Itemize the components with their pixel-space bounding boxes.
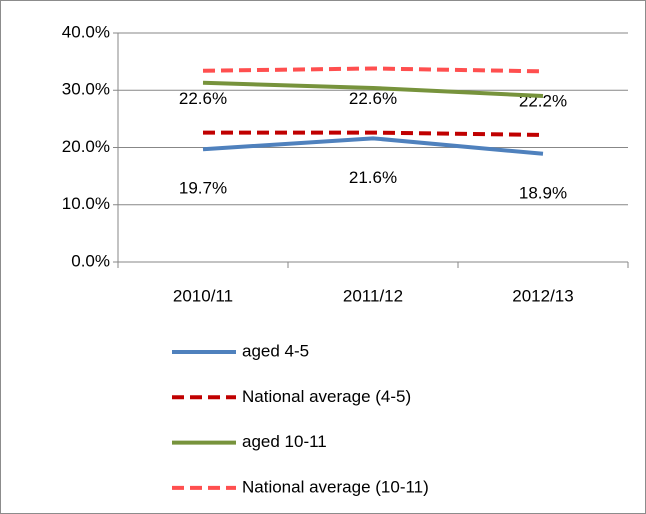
x-tick-label: 2012/13 [512,286,573,305]
legend-label: aged 4-5 [242,341,309,360]
series-line [202,80,544,98]
y-tick-label: 30.0% [62,80,110,99]
data-label: 21.6% [349,168,397,187]
y-tick-label: 40.0% [62,22,110,41]
series-line [202,66,544,74]
data-label: 22.6% [179,89,227,108]
x-tick-label: 2010/11 [173,286,233,305]
legend-label: aged 10-11 [242,432,327,451]
y-tick-label: 0.0% [71,251,110,270]
y-tick-label: 10.0% [62,194,110,213]
legend-label: National average (4-5) [242,387,411,406]
series-line [202,136,544,156]
legend-label: National average (10-11) [242,477,429,496]
series-line [203,130,544,137]
data-label: 22.6% [349,89,397,108]
data-label: 19.7% [179,179,227,198]
y-tick-label: 20.0% [62,137,110,156]
x-tick-label: 2011/12 [343,286,403,305]
data-label: 18.9% [519,183,567,202]
